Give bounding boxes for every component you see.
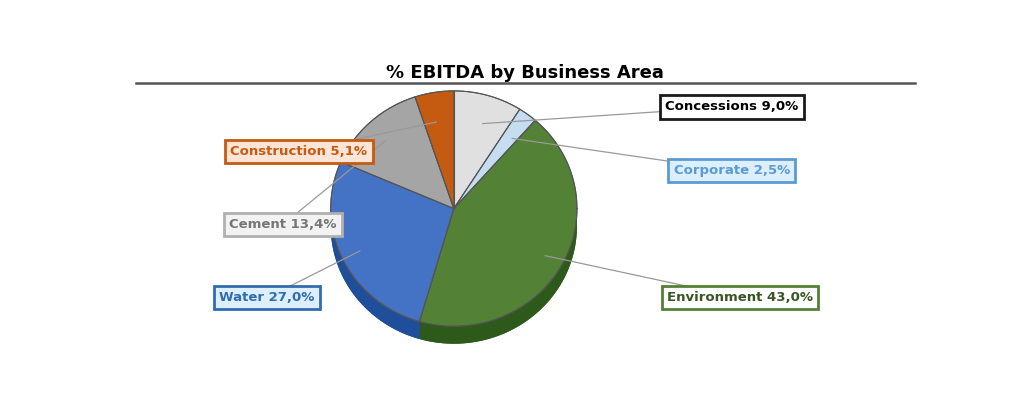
Text: Construction 5,1%: Construction 5,1% bbox=[231, 145, 367, 158]
Polygon shape bbox=[454, 109, 535, 209]
Text: Water 27,0%: Water 27,0% bbox=[219, 291, 315, 304]
Polygon shape bbox=[454, 127, 535, 226]
Polygon shape bbox=[454, 91, 520, 209]
Text: Environment 43,0%: Environment 43,0% bbox=[667, 291, 813, 304]
Text: Corporate 2,5%: Corporate 2,5% bbox=[673, 164, 790, 177]
Polygon shape bbox=[419, 120, 577, 326]
Text: % EBITDA by Business Area: % EBITDA by Business Area bbox=[386, 64, 664, 82]
Polygon shape bbox=[331, 179, 454, 339]
Polygon shape bbox=[331, 209, 419, 339]
Polygon shape bbox=[419, 210, 577, 344]
Polygon shape bbox=[419, 138, 577, 344]
Polygon shape bbox=[415, 108, 454, 226]
Text: Concessions 9,0%: Concessions 9,0% bbox=[665, 100, 798, 113]
Polygon shape bbox=[454, 108, 520, 226]
Polygon shape bbox=[341, 97, 454, 209]
Text: Cement 13,4%: Cement 13,4% bbox=[230, 218, 337, 231]
Polygon shape bbox=[331, 162, 454, 322]
Polygon shape bbox=[341, 114, 454, 226]
Polygon shape bbox=[415, 91, 454, 209]
